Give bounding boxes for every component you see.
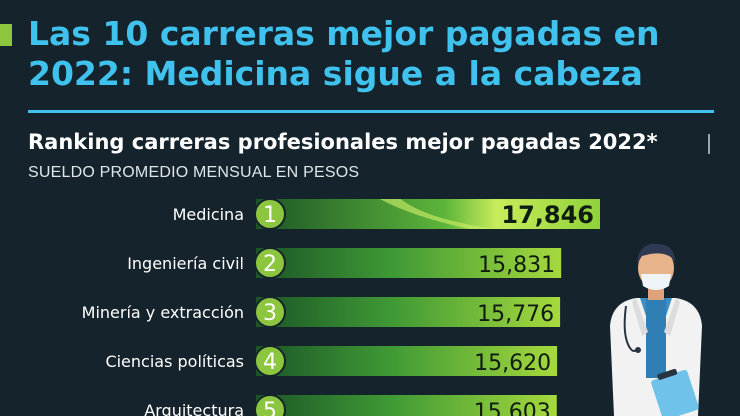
- rank-number: 4: [263, 350, 277, 375]
- rank-badge: [254, 345, 286, 377]
- doctor-illustration: [610, 243, 702, 416]
- rank-badge: [254, 198, 286, 230]
- value-label: 15,776: [477, 302, 554, 327]
- value-label: 17,846: [501, 201, 594, 229]
- category-label: Ciencias políticas: [105, 352, 244, 371]
- rank-badge: [254, 296, 286, 328]
- rank-badge: [254, 247, 286, 279]
- value-label: 15,831: [478, 253, 555, 278]
- accent-mark: [0, 24, 12, 46]
- category-label: Arquitectura: [144, 401, 244, 416]
- rank-number: 1: [263, 203, 277, 228]
- headline-line-1: Las 10 carreras mejor pagadas en: [28, 14, 660, 53]
- value-label: 15,620: [474, 351, 551, 376]
- chart-subtitle: Ranking carreras profesionales mejor pag…: [28, 130, 658, 154]
- bar: [256, 297, 561, 327]
- rank-number: 2: [263, 252, 277, 277]
- subtitle-separator: [708, 134, 710, 154]
- headline: Las 10 carreras mejor pagadas en 2022: M…: [28, 14, 728, 94]
- category-label: Minería y extracción: [82, 303, 244, 322]
- units-label: SUELDO PROMEDIO MENSUAL EN PESOS: [28, 164, 360, 181]
- headline-divider: [28, 110, 714, 113]
- category-label: Medicina: [173, 205, 244, 224]
- rank-badge: [254, 394, 286, 416]
- bar: [256, 248, 562, 278]
- bar-highlight: [379, 199, 497, 229]
- rank-number: 5: [263, 399, 277, 416]
- category-label: Ingeniería civil: [127, 254, 244, 273]
- rank-number: 3: [263, 301, 277, 326]
- bar: [256, 346, 558, 376]
- bar: [256, 395, 557, 416]
- value-label: 15,603: [474, 400, 551, 416]
- headline-line-2: 2022: Medicina sigue a la cabeza: [28, 54, 643, 93]
